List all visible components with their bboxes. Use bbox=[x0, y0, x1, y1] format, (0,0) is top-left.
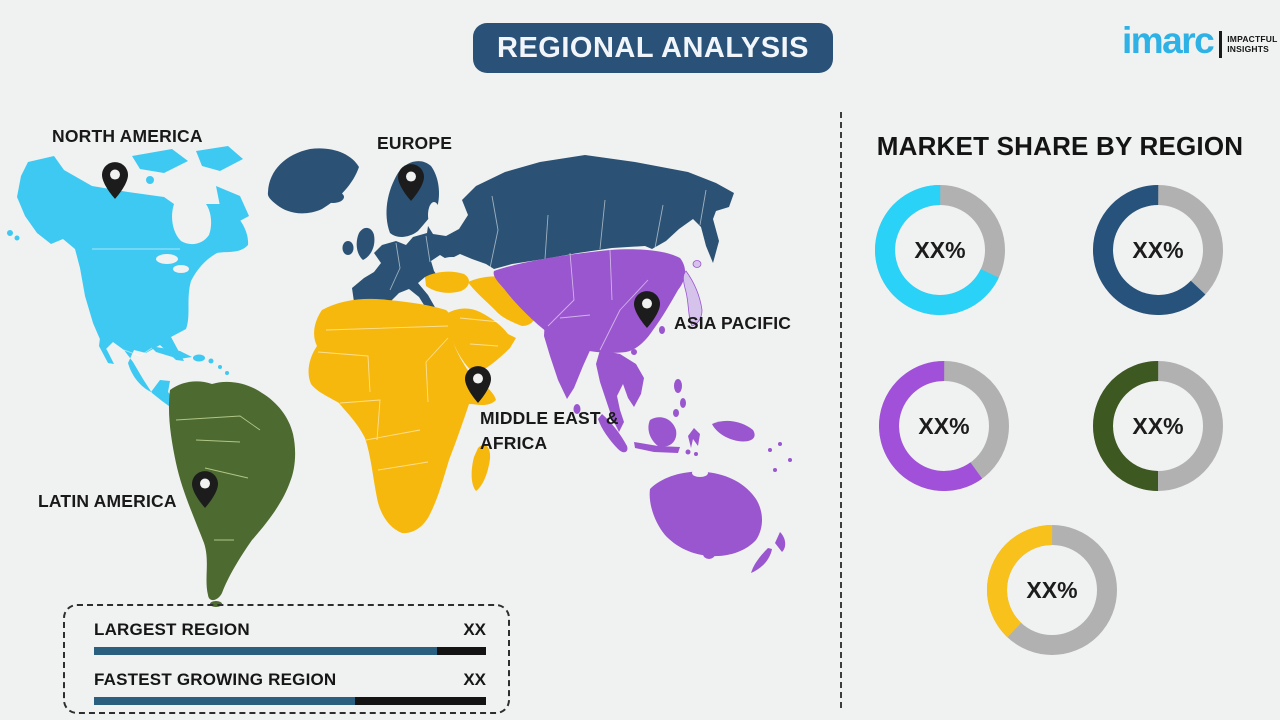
logo-brand: imarc bbox=[1122, 20, 1215, 61]
donut-value-label: XX% bbox=[1132, 412, 1184, 439]
map-pin-latin-america bbox=[192, 471, 218, 513]
map-label-north-america: NORTH AMERICA bbox=[52, 126, 203, 146]
donut-asia-pacific: XX% bbox=[879, 361, 1009, 491]
legend-box: LARGEST REGION XX FASTEST GROWING REGION… bbox=[63, 604, 510, 714]
map-pin-north-america bbox=[102, 162, 128, 204]
logo-divider bbox=[1219, 30, 1223, 58]
legend-row-largest: LARGEST REGION XX bbox=[94, 620, 486, 655]
map-pin-asia-pacific bbox=[634, 291, 660, 333]
donut-latin-america: XX% bbox=[1093, 361, 1223, 491]
map-pin-middle-east-africa bbox=[465, 366, 491, 408]
legend-bar bbox=[94, 697, 486, 705]
title-banner: REGIONAL ANALYSIS bbox=[473, 23, 833, 73]
legend-label: LARGEST REGION bbox=[94, 620, 250, 639]
legend-label: FASTEST GROWING REGION bbox=[94, 670, 337, 689]
map-label-europe: EUROPE bbox=[377, 133, 453, 153]
map-pin-europe bbox=[398, 164, 424, 206]
donut-value-label: XX% bbox=[914, 236, 966, 263]
map-region-asia-pacific bbox=[493, 249, 792, 573]
legend-value: XX bbox=[463, 620, 486, 639]
map-region-europe bbox=[267, 148, 734, 313]
legend-value: XX bbox=[463, 670, 486, 689]
donut-value-label: XX% bbox=[918, 412, 970, 439]
world-map bbox=[7, 146, 792, 607]
map-region-north-america bbox=[7, 146, 249, 409]
map-region-latin-america bbox=[168, 381, 296, 607]
map-label-asia-pacific: ASIA PACIFIC bbox=[674, 313, 792, 333]
legend-bar bbox=[94, 647, 486, 655]
panel-divider bbox=[840, 112, 842, 708]
page-title: REGIONAL ANALYSIS bbox=[497, 31, 809, 64]
imarc-logo: imarc IMPACTFUL INSIGHTS bbox=[1122, 22, 1278, 60]
market-share-title: MARKET SHARE BY REGION bbox=[876, 131, 1244, 161]
donut-europe: XX% bbox=[1093, 185, 1223, 315]
logo-tagline: IMPACTFUL INSIGHTS bbox=[1227, 33, 1278, 54]
donut-value-label: XX% bbox=[1132, 236, 1184, 263]
legend-row-fastest: FASTEST GROWING REGION XX bbox=[94, 670, 486, 705]
map-region-middle-east-africa bbox=[308, 271, 537, 534]
donut-value-label: XX% bbox=[1026, 576, 1078, 603]
map-label-middle-east-africa: MIDDLE EAST & AFRICA bbox=[480, 408, 619, 454]
donut-middle-east-africa: XX% bbox=[987, 525, 1117, 655]
donut-north-america: XX% bbox=[875, 185, 1005, 315]
map-label-latin-america: LATIN AMERICA bbox=[38, 491, 177, 511]
